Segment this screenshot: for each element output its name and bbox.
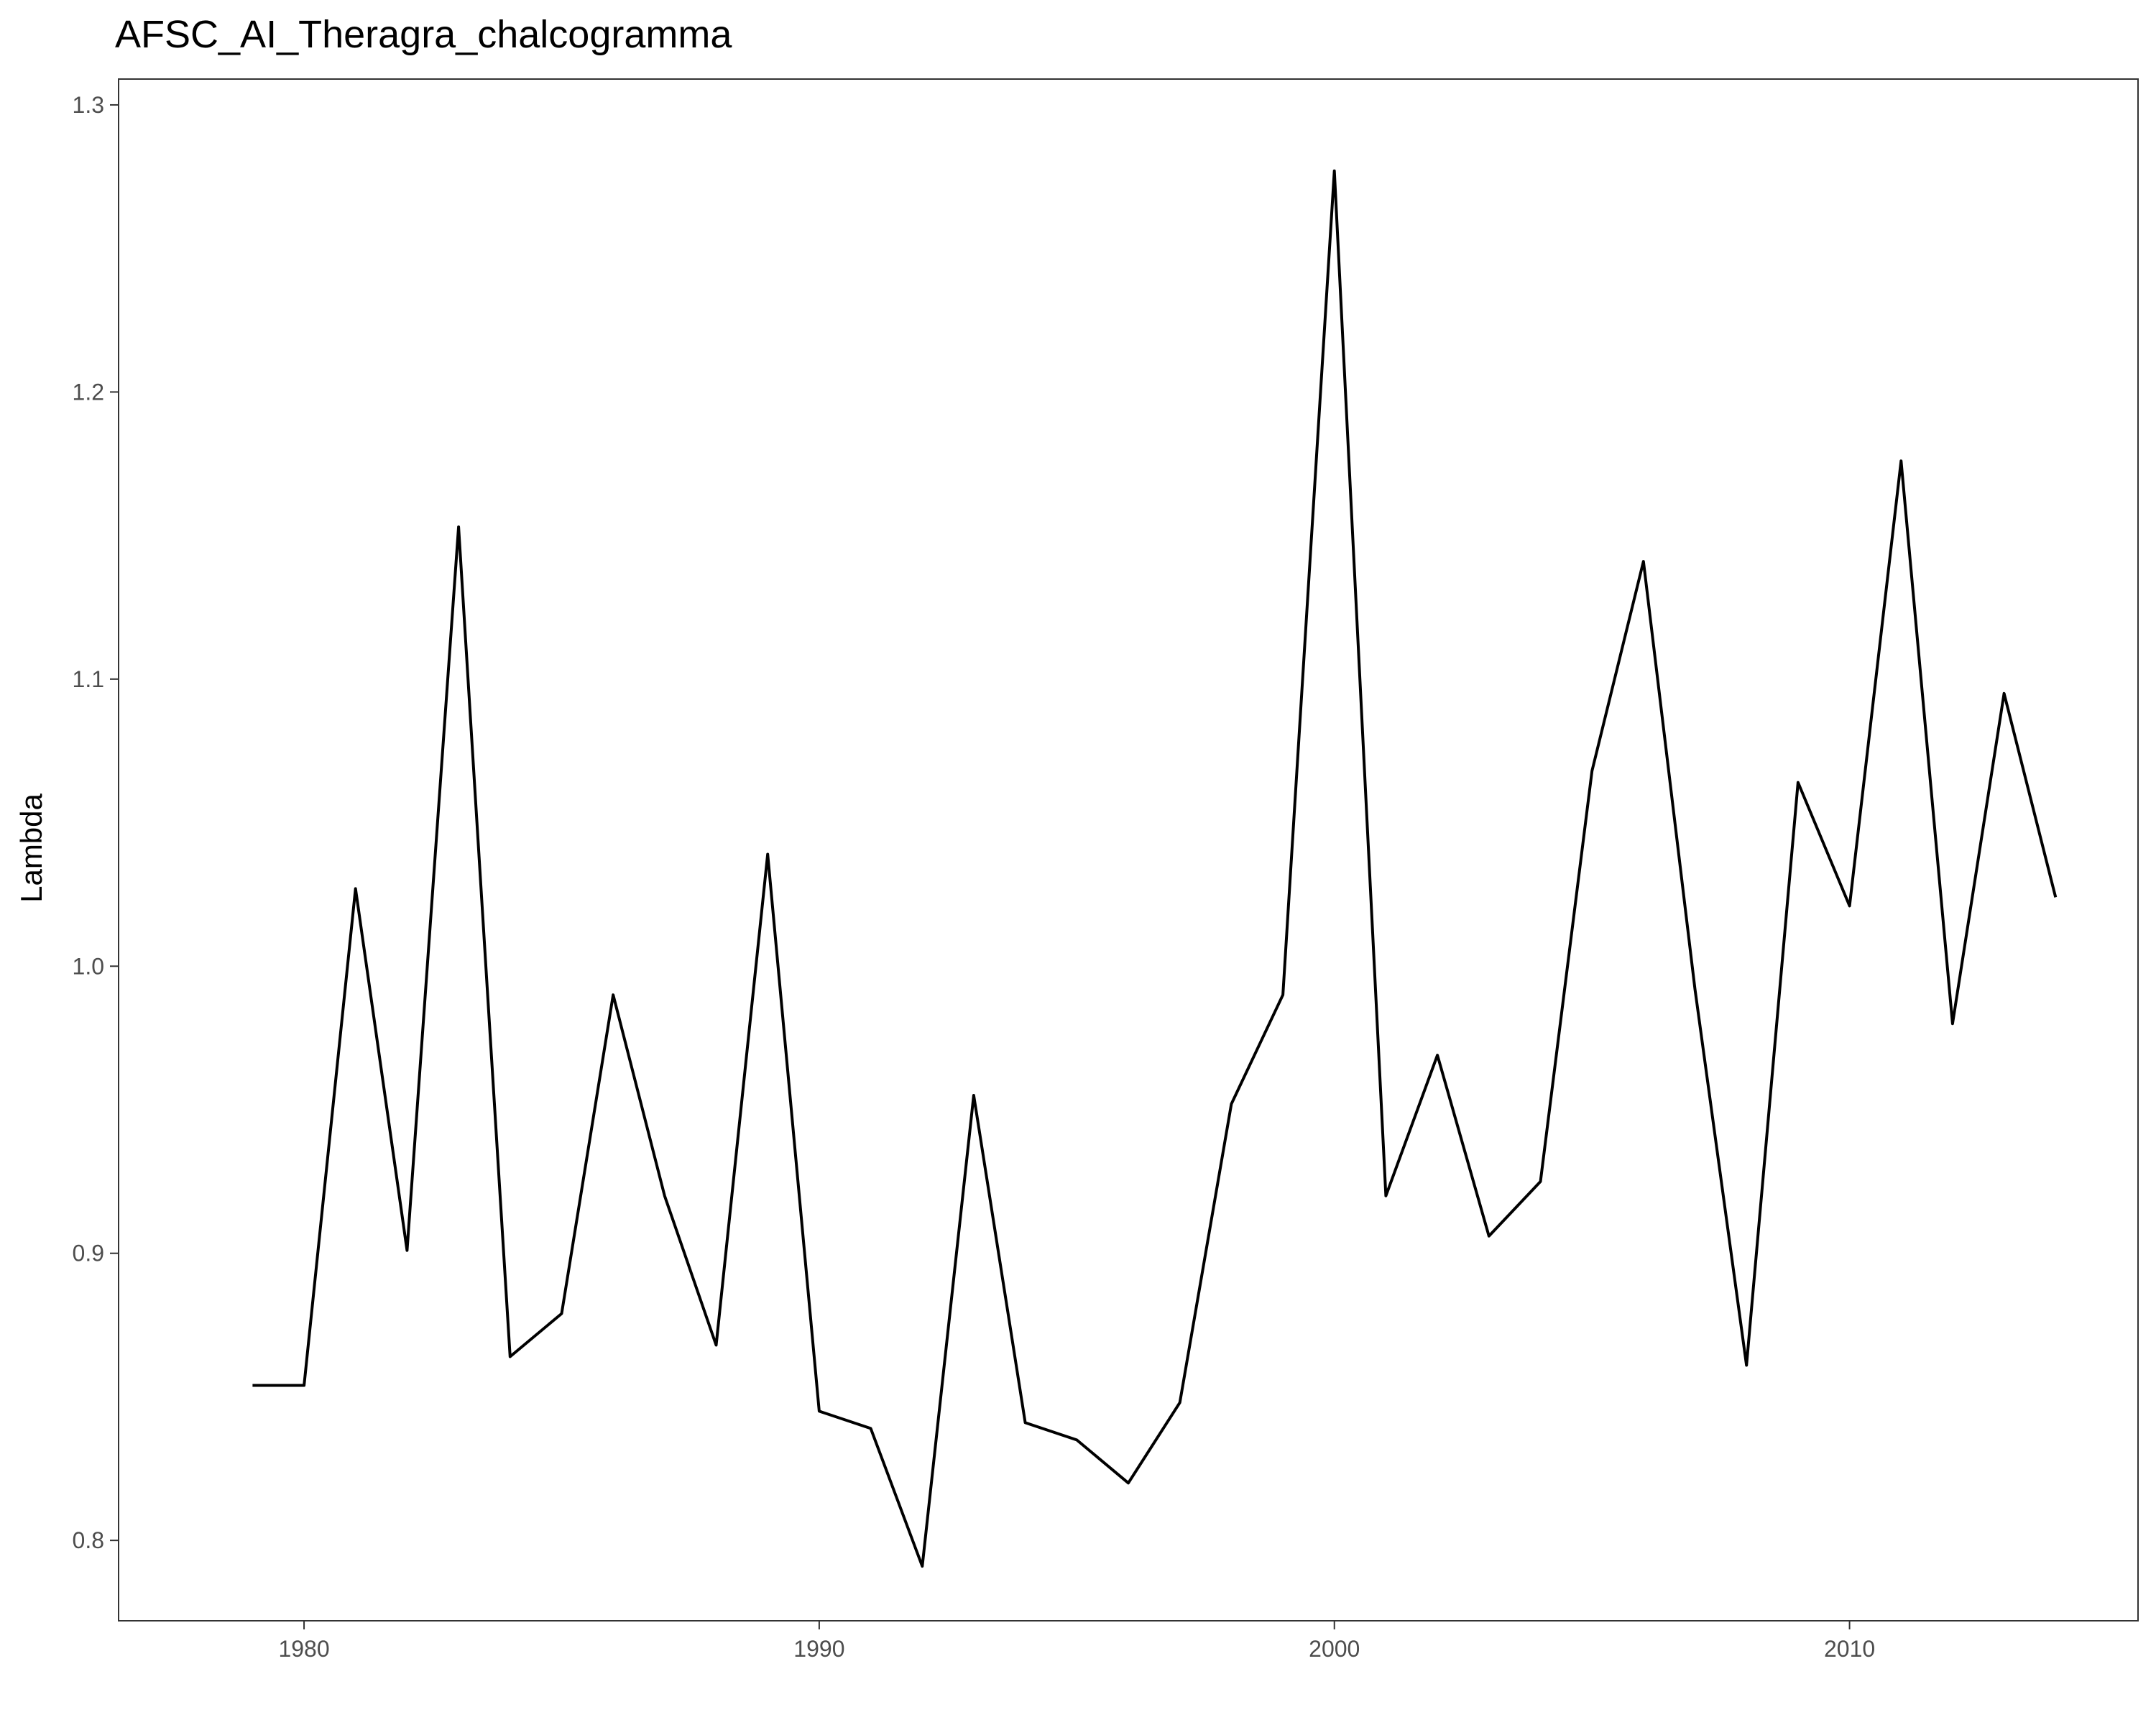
chart-title: AFSC_AI_Theragra_chalcogramma xyxy=(115,13,732,56)
y-axis-label: Lambda xyxy=(14,793,48,902)
x-tick-label: 2000 xyxy=(1309,1636,1360,1662)
x-axis: 1980 1990 2000 2010 xyxy=(278,1621,1875,1662)
plot-panel-border xyxy=(118,78,2139,1622)
x-tick-label: 2010 xyxy=(1824,1636,1875,1662)
series-line-lambda xyxy=(252,169,2058,1568)
y-tick-label: 1.3 xyxy=(73,92,104,118)
y-tick-label: 1.2 xyxy=(73,379,104,405)
y-axis: 0.8 0.9 1.0 1.1 1.2 1.3 xyxy=(73,92,119,1553)
y-tick-label: 0.9 xyxy=(73,1241,104,1266)
y-tick-label: 1.1 xyxy=(73,666,104,692)
y-tick-label: 1.0 xyxy=(73,953,104,979)
x-tick-label: 1980 xyxy=(278,1636,329,1662)
y-tick-label: 0.8 xyxy=(73,1527,104,1553)
x-tick-label: 1990 xyxy=(793,1636,844,1662)
